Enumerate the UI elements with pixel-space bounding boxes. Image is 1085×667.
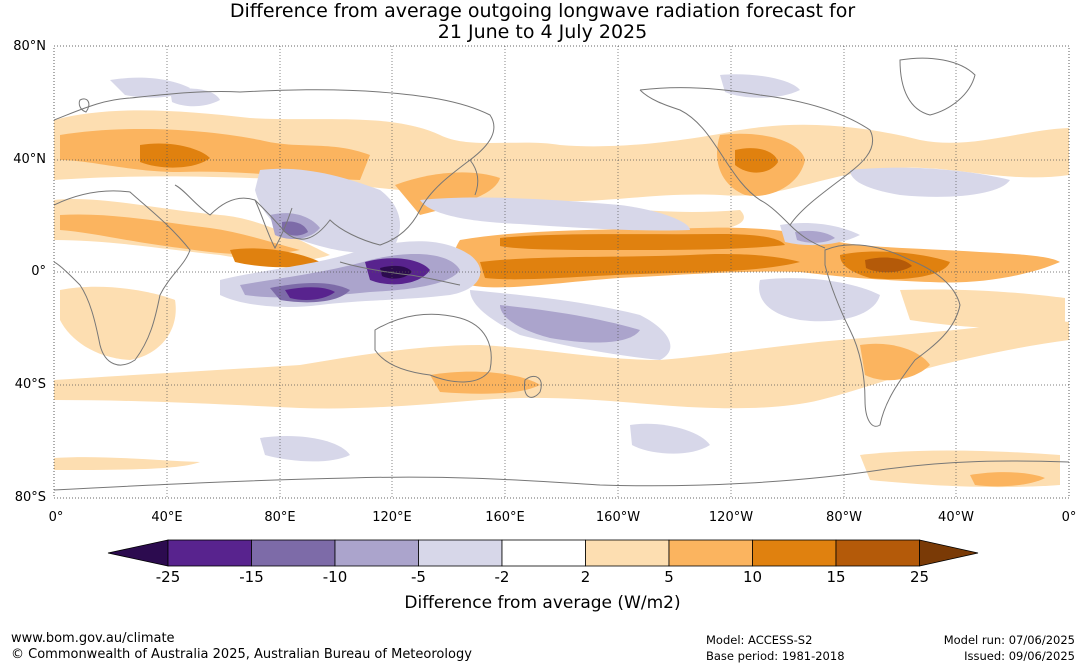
gridlines xyxy=(54,46,1069,498)
anomaly-region-south-pacific-mid xyxy=(500,305,640,343)
anomaly-region-central-america-core xyxy=(795,230,835,243)
lat-label-40n: 40°N xyxy=(13,152,46,167)
coastlines xyxy=(54,57,1069,491)
anomaly-region-pacific-core xyxy=(480,253,800,280)
anomaly-region-south-band-mid xyxy=(430,371,540,394)
coast-africa xyxy=(54,190,191,366)
colorbar-arrow-right xyxy=(919,539,979,567)
anomaly-region-south-indian-negative xyxy=(260,435,350,462)
colorbar-tick-label: 2 xyxy=(580,568,591,586)
anomaly-region-siberia-negative xyxy=(110,77,190,98)
colorbar-tick-label: 10 xyxy=(742,568,763,586)
colorbar-tick-label: 5 xyxy=(664,568,674,586)
colorbar-title: Difference from average (W/m2) xyxy=(404,593,681,613)
anomaly-region-east-asia xyxy=(395,172,500,215)
coast-north-america xyxy=(639,87,874,226)
anomaly-region-bay-of-bengal-core xyxy=(282,221,308,236)
anomaly-region-pacific-north-negative xyxy=(420,197,690,231)
footer-base-period: Base period: 1981-2018 xyxy=(706,649,845,663)
lon-label-0-end: 0° xyxy=(1061,510,1077,525)
footer-model: Model: ACCESS-S2 xyxy=(706,633,813,647)
coast-greenland xyxy=(899,57,976,116)
coast-europe-asia xyxy=(54,89,495,246)
colorbar-bin-2 xyxy=(251,539,336,567)
lon-label-80w: 80°W xyxy=(826,510,862,525)
map-title-line-1: Difference from average outgoing longwav… xyxy=(229,0,856,22)
footer-model-run: Model run: 07/06/2025 xyxy=(943,633,1075,647)
anomaly-fields xyxy=(54,74,1069,488)
anomaly-region-indian-north-mid xyxy=(60,214,300,255)
colorbar-arrow-left xyxy=(107,539,169,567)
colorbar-bin-4 xyxy=(418,539,503,567)
anomaly-region-indian-core xyxy=(230,248,320,268)
coast-new-zealand xyxy=(523,376,542,398)
anomaly-region-east-pacific-negative xyxy=(759,278,880,322)
coast-central-america xyxy=(789,224,826,249)
anomaly-region-east-pacific-south xyxy=(900,289,1065,330)
lon-label-120w: 120°W xyxy=(708,510,754,525)
colorbar-tick-label: -5 xyxy=(411,568,426,586)
colorbar-bin-3 xyxy=(334,539,419,567)
lon-label-120e: 120°E xyxy=(372,510,412,525)
lat-label-0: 0° xyxy=(31,264,46,279)
colorbar-bin-8 xyxy=(752,539,837,567)
anomaly-region-south-band xyxy=(54,321,1069,409)
coast-britain xyxy=(78,98,90,113)
colorbar-bin-9 xyxy=(835,539,920,567)
footer-copyright: © Commonwealth of Australia 2025, Austra… xyxy=(11,647,472,662)
colorbar-tick-label: 25 xyxy=(909,568,930,586)
anomaly-region-far-south xyxy=(54,457,200,470)
colorbar-bin-6 xyxy=(585,539,670,567)
colorbar-tick-label: 15 xyxy=(826,568,846,586)
anomaly-region-south-america-peak xyxy=(865,257,912,273)
lon-label-40w: 40°W xyxy=(938,510,974,525)
coast-india xyxy=(254,199,293,250)
anomaly-region-pacific-core-north xyxy=(500,234,785,250)
lon-label-0: 0° xyxy=(48,510,64,525)
anomaly-region-asia-north xyxy=(60,128,370,180)
colorbar-bin-7 xyxy=(668,539,753,567)
colorbar-tick-label: -2 xyxy=(494,568,510,586)
anomaly-region-maritime-core-west xyxy=(285,287,335,300)
coast-australia xyxy=(374,313,492,383)
lat-label-80n: 80°N xyxy=(13,39,46,54)
anomaly-region-antarctic-core xyxy=(970,472,1045,487)
coast-indonesia xyxy=(339,261,461,286)
coast-japan xyxy=(469,159,479,196)
footer-website[interactable]: www.bom.gov.au/climate xyxy=(11,631,175,646)
lon-label-40e: 40°E xyxy=(151,510,183,525)
map-title-line-2: 21 June to 4 July 2025 xyxy=(437,21,648,43)
colorbar-bin-1 xyxy=(167,539,252,567)
map-frame xyxy=(53,45,1070,499)
lat-label-80s: 80°S xyxy=(14,490,46,505)
lon-label-80e: 80°E xyxy=(264,510,296,525)
anomaly-region-atlantic-negative xyxy=(850,167,1010,197)
anomaly-region-southern-ocean-negative xyxy=(630,423,710,454)
lat-label-40s: 40°S xyxy=(14,377,46,392)
anomaly-region-africa-south-outer xyxy=(60,286,176,360)
lon-label-160w: 160°W xyxy=(595,510,641,525)
anomaly-region-south-america-east xyxy=(860,343,930,381)
lon-label-160e: 160°E xyxy=(485,510,525,525)
anomaly-region-asia-north-core xyxy=(140,143,210,168)
footer-issued: Issued: 09/06/2025 xyxy=(964,649,1075,663)
colorbar-bin-5 xyxy=(501,539,586,567)
colorbar-tick-label: -25 xyxy=(155,568,181,586)
coast-south-america xyxy=(824,244,961,427)
colorbar-tick-label: -15 xyxy=(239,568,264,586)
coast-antarctica xyxy=(54,460,1069,491)
colorbar-tick-label: -10 xyxy=(322,568,348,586)
